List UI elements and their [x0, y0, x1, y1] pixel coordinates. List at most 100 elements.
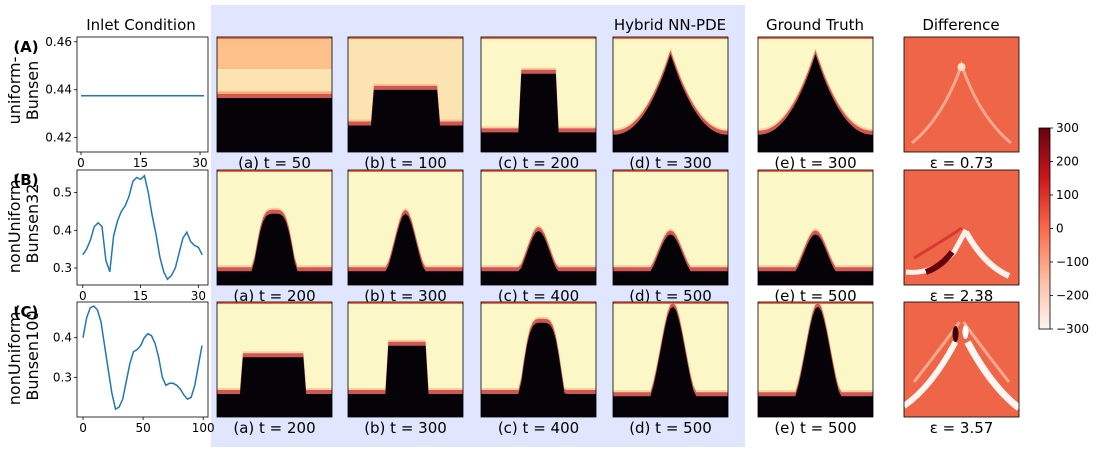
difference-image — [902, 301, 1022, 418]
colorbar-tick-label: 300 — [1056, 121, 1079, 135]
y-tick-label: 0.3 — [53, 370, 72, 384]
image-frame — [480, 301, 597, 418]
colorbar-ticks: 300 200 100 0 −100 −200 −300 — [1050, 121, 1089, 336]
prediction-image — [347, 36, 464, 153]
burnt-region — [348, 345, 463, 417]
image-frame — [347, 301, 464, 418]
burnt-region — [348, 89, 463, 152]
header-inlet-condition: Inlet Condition — [86, 16, 196, 34]
header-ground-truth: Ground Truth — [766, 16, 864, 34]
inlet-series-line — [82, 305, 203, 411]
y-tick-label: 0.42 — [45, 131, 72, 145]
prediction-image — [612, 36, 729, 153]
x-tick-label: 0 — [77, 156, 85, 170]
y-tick-label: 0.5 — [53, 186, 72, 200]
inlet-series-line — [82, 174, 203, 281]
figure-row: (A)uniform- Bunsen (a) t = 50 (b) t = 100 (c… — [5, 36, 1020, 172]
truth-caption: (e) t = 500 — [774, 287, 856, 305]
burnt-region — [758, 54, 873, 152]
inlet-charts: 0 15 30 0.46 0.44 0.42 0 15 30 0.5 0.4 0.3 0 50 100 0.4… — [45, 35, 214, 435]
y-tick-label: 0.44 — [45, 83, 72, 97]
image-frame — [757, 301, 874, 418]
x-tick-label: 0 — [79, 421, 87, 435]
frame-caption: (d) t = 300 — [629, 154, 712, 172]
chart-axes — [76, 36, 209, 153]
row-name-line1: nonUniform- — [5, 306, 24, 405]
row-name-line2: Bunsen — [23, 61, 42, 121]
image-frame — [612, 301, 729, 418]
inlet-chart: 0 50 100 0.4 0.3 — [53, 301, 215, 435]
ground-truth-image — [757, 36, 874, 153]
row-name-line2: Bunsen32 — [23, 184, 42, 264]
colorbar: 300 200 100 0 −100 −200 −300 — [1038, 121, 1089, 336]
burnt-region — [348, 213, 463, 285]
row-letter: (C) — [14, 303, 39, 321]
y-tick-label: 0.4 — [53, 223, 72, 237]
burnt-region — [758, 306, 873, 417]
prediction-image — [612, 169, 729, 286]
row-letter: (B) — [13, 171, 38, 189]
figure-row: (B)nonUniform- Bunsen32 (a) t = 200 (b) t =… — [5, 169, 1020, 305]
colorbar-gradient — [1038, 127, 1051, 330]
header-difference: Difference — [922, 16, 999, 34]
inlet-edge — [217, 170, 332, 172]
image-frame — [612, 169, 729, 286]
inlet-edge — [758, 37, 873, 39]
burnt-region — [217, 98, 332, 152]
prediction-image — [612, 300, 729, 418]
inlet-edge — [481, 302, 596, 304]
frame-caption: (b) t = 100 — [364, 154, 447, 172]
inlet-edge — [217, 37, 332, 39]
image-frame — [903, 169, 1020, 286]
error-caption: ε = 2.38 — [930, 287, 994, 305]
prediction-image — [480, 301, 597, 418]
x-tick-label: 0 — [79, 289, 87, 303]
y-tick-label: 0.46 — [45, 35, 72, 49]
error-caption: ε = 3.57 — [930, 419, 994, 437]
inlet-edge — [758, 302, 873, 304]
difference-band-light-left — [902, 340, 959, 409]
difference-band-light-right — [964, 340, 1022, 411]
error-caption: ε = 0.73 — [930, 154, 994, 172]
header-hybrid-nn-pde: Hybrid NN-PDE — [614, 16, 726, 34]
inlet-edge — [348, 170, 463, 172]
inlet-edge — [613, 302, 728, 304]
image-frame — [216, 36, 333, 153]
inlet-edge — [758, 170, 873, 172]
truth-caption: (e) t = 300 — [774, 154, 856, 172]
colorbar-tick-label: 0 — [1056, 222, 1064, 236]
inlet-edge — [613, 170, 728, 172]
row-letter: (A) — [13, 38, 38, 56]
frame-caption: (b) t = 300 — [364, 419, 447, 437]
difference-field — [904, 302, 1019, 417]
x-tick-label: 30 — [191, 289, 206, 303]
image-frame — [480, 36, 597, 153]
image-frame — [903, 301, 1020, 418]
x-tick-label: 15 — [133, 156, 148, 170]
image-frame — [480, 169, 597, 286]
frame-caption: (a) t = 200 — [233, 287, 315, 305]
x-tick-label: 100 — [192, 421, 215, 435]
colorbar-tick-label: −200 — [1056, 289, 1089, 303]
colorbar-tick-label: 200 — [1056, 155, 1079, 169]
prediction-image — [347, 169, 464, 286]
prediction-image — [216, 36, 333, 153]
inlet-edge — [481, 170, 596, 172]
inlet-chart: 0 15 30 0.46 0.44 0.42 — [45, 35, 209, 170]
difference-image — [903, 36, 1020, 153]
x-tick-label: 30 — [192, 156, 207, 170]
difference-band-dark — [924, 250, 955, 275]
inlet-edge — [481, 37, 596, 39]
prediction-image — [216, 169, 333, 286]
image-frame — [612, 36, 729, 153]
difference-peak — [957, 63, 966, 71]
inlet-edge — [348, 37, 463, 39]
colorbar-tick-label: 100 — [1056, 188, 1079, 202]
difference-spot-light — [962, 325, 969, 339]
burnt-region — [217, 213, 332, 285]
image-frame — [347, 169, 464, 286]
difference-band-mid — [913, 226, 963, 260]
frame-caption: (c) t = 200 — [498, 154, 579, 172]
prediction-image — [347, 301, 464, 418]
colorbar-tick-label: −100 — [1056, 255, 1089, 269]
